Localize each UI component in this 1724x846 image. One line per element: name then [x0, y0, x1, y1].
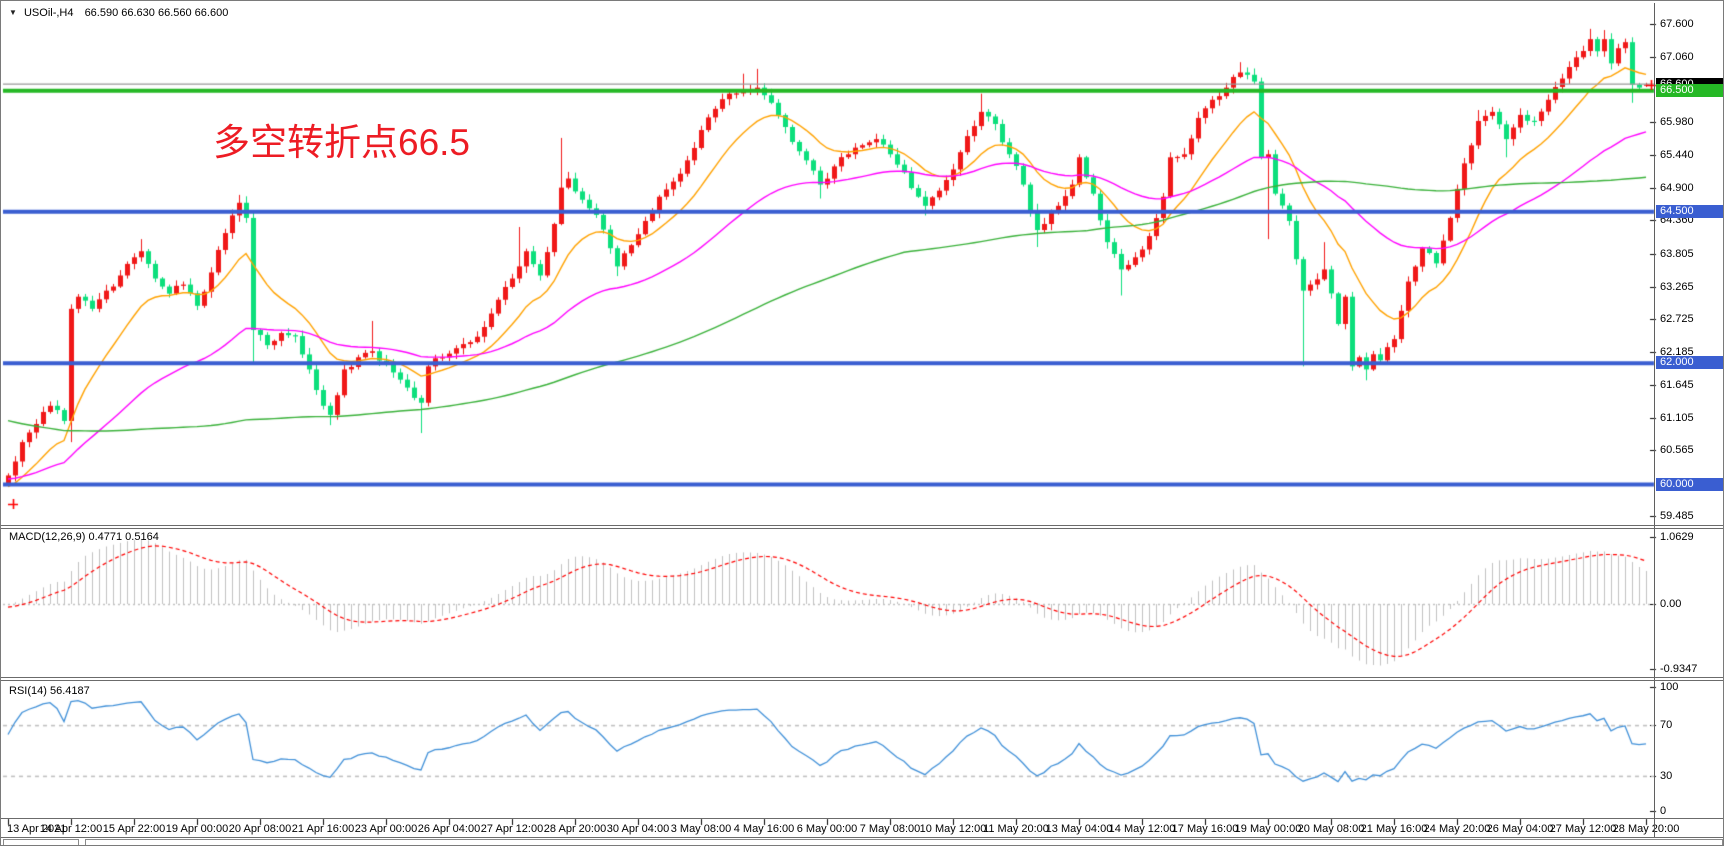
panel-separator — [1, 680, 1723, 681]
time-axis-label: 21 Apr 16:00 — [291, 823, 355, 835]
time-axis-label: 10 May 12:00 — [919, 823, 987, 835]
price-axis-label: 65.440 — [1660, 148, 1694, 161]
price-tag: 62.000 — [1656, 356, 1723, 370]
price-axis-label: 63.805 — [1660, 247, 1694, 260]
scrollbar-handle[interactable] — [3, 839, 79, 845]
macd-axis-label: 1.0629 — [1660, 531, 1694, 543]
time-axis-label: 7 May 08:00 — [859, 823, 921, 835]
price-tag: 64.500 — [1656, 204, 1723, 218]
scrollbar-track[interactable] — [85, 839, 1723, 845]
time-axis-label: 26 May 04:00 — [1486, 823, 1554, 835]
time-axis-label: 28 Apr 20:00 — [543, 823, 607, 835]
time-axis-label: 14 May 12:00 — [1108, 823, 1176, 835]
macd-axis-label: 0.00 — [1660, 598, 1682, 610]
time-axis-label: 15 Apr 22:00 — [102, 823, 166, 835]
panel-separator — [1, 677, 1723, 678]
price-axis-label: 61.105 — [1660, 411, 1694, 424]
price-axis-label: 60.565 — [1660, 444, 1694, 457]
time-axis-label: 4 May 16:00 — [733, 823, 795, 835]
price-axis-label: 62.185 — [1660, 346, 1694, 359]
time-axis-label: 20 May 08:00 — [1297, 823, 1365, 835]
time-axis-label: 13 May 04:00 — [1045, 823, 1113, 835]
time-axis-label: 27 Apr 12:00 — [480, 823, 544, 835]
rsi-label: RSI(14) 56.4187 — [9, 685, 90, 697]
time-axis-label: 30 Apr 04:00 — [606, 823, 670, 835]
time-axis-label: 11 May 20:00 — [983, 823, 1049, 835]
time-axis-label: 28 May 20:00 — [1612, 823, 1680, 835]
time-axis-label: 20 Apr 08:00 — [228, 823, 292, 835]
annotation-text: 多空转折点66.5 — [213, 122, 471, 163]
time-axis-label: 23 Apr 00:00 — [354, 823, 418, 835]
price-axis-label: 63.265 — [1660, 280, 1694, 293]
panel-separator — [1, 837, 1723, 838]
time-axis-label: 6 May 00:00 — [796, 823, 858, 835]
price-tag: 60.000 — [1656, 477, 1723, 491]
symbol-title: ▼ USOil-,H4 66.590 66.630 66.560 66.600 — [9, 7, 228, 19]
axis-divider — [1654, 3, 1655, 837]
time-axis-label: 14 Apr 12:00 — [39, 823, 103, 835]
panel-separator — [1, 818, 1723, 819]
chevron-down-icon[interactable]: ▼ — [9, 8, 17, 17]
time-axis-label: 17 May 16:00 — [1171, 823, 1239, 835]
price-axis-label: 67.600 — [1660, 18, 1694, 30]
macd-axis-label: -0.9347 — [1660, 663, 1698, 675]
price-axis-label: 62.725 — [1660, 313, 1694, 326]
time-axis-label: 3 May 08:00 — [670, 823, 732, 835]
time-axis-label: 19 May 00:00 — [1234, 823, 1302, 835]
time-axis-label: 19 Apr 00:00 — [165, 823, 229, 835]
time-axis-label: 26 Apr 04:00 — [417, 823, 481, 835]
price-axis-label: 61.645 — [1660, 378, 1694, 391]
time-axis-label: 13 Apr 2021 — [7, 823, 67, 835]
panel-separator — [1, 528, 1723, 529]
symbol-name: USOil-,H4 — [23, 7, 74, 19]
time-axis-label: 21 May 16:00 — [1360, 823, 1428, 835]
macd-label: MACD(12,26,9) 0.4771 0.5164 — [9, 531, 159, 543]
ohlc-readout: 66.590 66.630 66.560 66.600 — [84, 7, 229, 19]
price-axis-label: 65.980 — [1660, 116, 1694, 129]
rsi-axis-label: 0 — [1660, 805, 1667, 817]
time-axis-label: 24 May 20:00 — [1423, 823, 1491, 835]
price-axis-label: 59.485 — [1660, 509, 1694, 522]
time-axis-label: 27 May 12:00 — [1549, 823, 1617, 835]
rsi-axis-label: 100 — [1660, 681, 1679, 693]
price-tag: 66.500 — [1656, 83, 1723, 97]
price-axis-label: 67.060 — [1660, 50, 1694, 63]
rsi-axis-label: 30 — [1660, 770, 1673, 782]
panel-separator — [1, 525, 1723, 526]
rsi-axis-label: 70 — [1660, 719, 1673, 731]
price-axis-label: 64.900 — [1660, 181, 1694, 194]
